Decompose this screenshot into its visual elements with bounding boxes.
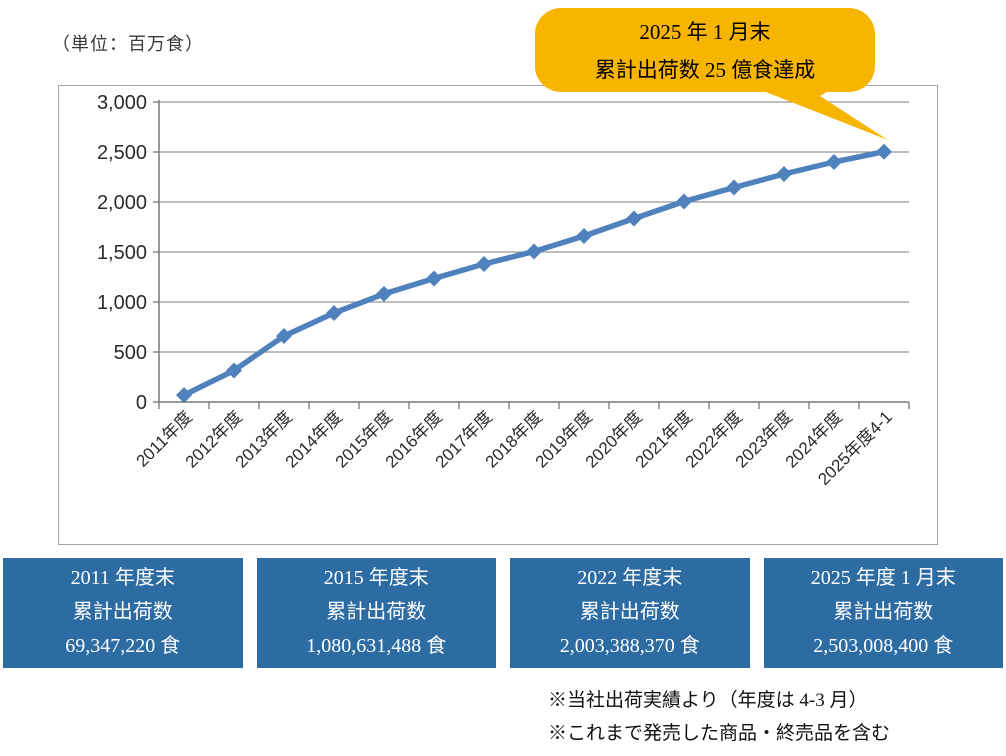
data-point-marker	[576, 228, 592, 244]
milestone-box-2015: 2015 年度末 累計出荷数 1,080,631,488 食	[256, 558, 496, 668]
milestone-year: 2025 年度 1 月末	[810, 567, 956, 589]
data-point-marker	[876, 143, 892, 160]
data-point-marker	[426, 270, 442, 287]
data-point-marker	[826, 154, 842, 170]
footnote-2: ※これまで発売した商品・終売品を含む	[548, 723, 891, 744]
data-point-marker	[376, 285, 392, 302]
milestone-year: 2022 年度末	[577, 567, 683, 589]
callout-line2: 累計出荷数 25 億食達成	[594, 58, 816, 82]
y-tick-label: 1,500	[97, 242, 147, 264]
milestone-caption: 累計出荷数	[72, 601, 173, 623]
y-tick-label: 3,000	[97, 92, 147, 114]
milestone-caption: 累計出荷数	[579, 601, 680, 623]
milestone-value: 2,503,008,400 食	[813, 635, 954, 657]
milestone-box-2022: 2022 年度末 累計出荷数 2,003,388,370 食	[510, 558, 750, 668]
data-point-marker	[226, 362, 242, 379]
milestone-year: 2011 年度末	[70, 567, 175, 589]
data-point-marker	[526, 243, 542, 260]
data-point-marker	[626, 210, 642, 227]
achievement-callout: 2025 年 1 月末 累計出荷数 25 億食達成	[535, 8, 875, 92]
data-point-marker	[276, 328, 292, 344]
y-tick-label: 0	[136, 392, 147, 414]
data-point-marker	[326, 305, 342, 321]
milestone-value: 69,347,220 食	[65, 635, 181, 657]
y-tick-label: 2,000	[97, 192, 147, 214]
callout-line1: 2025 年 1 月末	[639, 20, 771, 44]
y-tick-label: 2,500	[97, 142, 147, 164]
gridlines	[153, 101, 909, 403]
data-point-marker	[176, 387, 192, 404]
milestone-year: 2015 年度末	[323, 567, 429, 589]
data-point-marker	[776, 166, 792, 182]
unit-label: （単位：百万食）	[52, 34, 204, 54]
milestone-value: 2,003,388,370 食	[559, 635, 700, 657]
chart-frame: 0 500 1,000 1,500 2,000 2,500 3,000 2011年度 2012年…	[58, 85, 938, 545]
milestone-box-2025: 2025 年度 1 月末 累計出荷数 2,503,008,400 食	[763, 558, 1003, 668]
data-point-marker	[476, 256, 492, 272]
milestone-row: 2011 年度末 累計出荷数 69,347,220 食 2015 年度末 累計出…	[3, 558, 1003, 668]
milestone-box-2011: 2011 年度末 累計出荷数 69,347,220 食	[3, 558, 243, 668]
y-tick-label: 500	[114, 342, 147, 364]
milestone-caption: 累計出荷数	[326, 601, 427, 623]
callout-tail	[730, 78, 888, 140]
milestone-value: 1,080,631,488 食	[306, 635, 447, 657]
series-line	[181, 148, 887, 398]
footnotes: ※当社出荷実績より（年度は 4-3 月） ※これまで発売した商品・終売品を含む	[548, 684, 890, 750]
footnote-1: ※当社出荷実績より（年度は 4-3 月）	[548, 690, 868, 711]
data-point-marker	[726, 179, 742, 196]
data-point-marker	[676, 193, 692, 210]
cumulative-shipments-line-chart: 0 500 1,000 1,500 2,000 2,500 3,000 2011年度2012年…	[97, 92, 910, 489]
y-tick-label: 1,000	[97, 292, 147, 314]
x-axis-labels: 2011年度2012年度2013年度2014年度2015年度2016年度2017…	[132, 407, 895, 489]
y-axis-labels: 0 500 1,000 1,500 2,000 2,500 3,000	[97, 92, 147, 414]
axes	[158, 100, 910, 409]
milestone-caption: 累計出荷数	[833, 601, 934, 623]
series-markers	[176, 143, 892, 404]
